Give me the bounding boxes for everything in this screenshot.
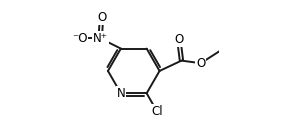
Text: Cl: Cl — [151, 105, 163, 118]
Text: O: O — [196, 57, 206, 70]
Text: O: O — [174, 34, 183, 47]
Text: N: N — [117, 87, 125, 100]
Text: ⁻O: ⁻O — [72, 32, 87, 45]
Text: N⁺: N⁺ — [93, 32, 108, 45]
Text: O: O — [97, 11, 106, 24]
